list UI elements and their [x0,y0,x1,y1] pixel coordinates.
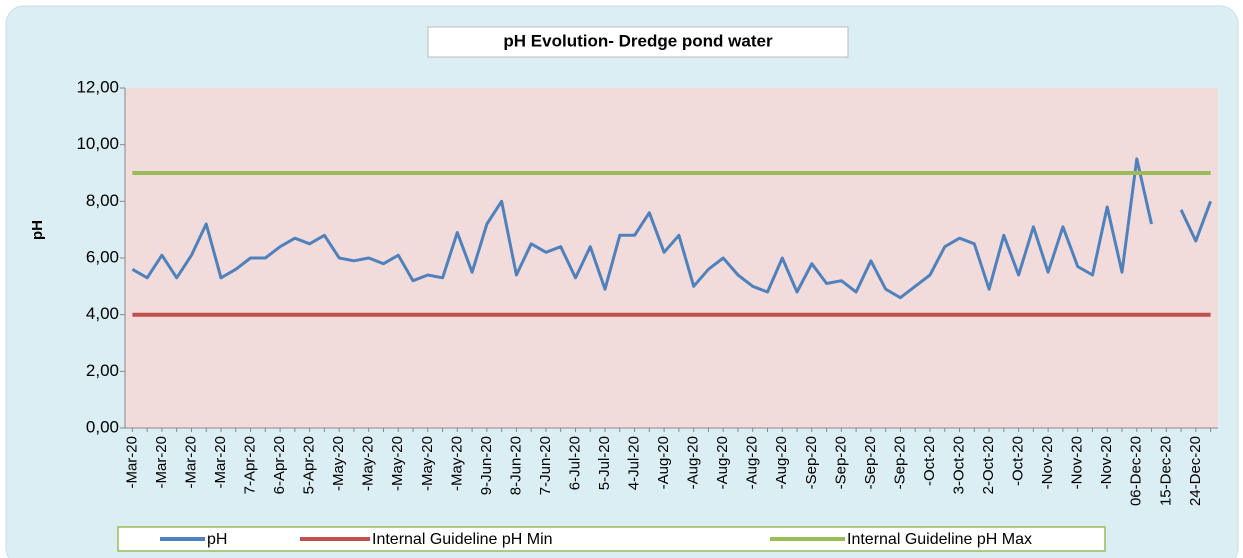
title-box [427,26,849,58]
x-tick-label: 4-Jul-20 [626,436,643,490]
x-tick-label: -Sep-20 [891,436,908,489]
x-tick-label: 3-Oct-20 [950,436,967,494]
y-tick-label: 10,00 [76,134,119,153]
series-line [131,157,1213,300]
x-tick-label: -May-20 [330,436,347,491]
y-tick-label: 8,00 [86,191,119,210]
x-tick-label: 6-Apr-20 [271,436,288,494]
x-tick-label: 24-Dec-20 [1187,436,1204,506]
y-axis-label: pH [29,220,46,240]
legend-label: Internal Guideline pH Min [372,531,553,548]
x-tick-label: 06-Dec-20 [1128,436,1145,506]
x-tick-label: 9-Jun-20 [478,436,495,495]
x-tick-label: -Aug-20 [655,436,672,489]
x-tick-label: 7-Apr-20 [242,436,259,494]
x-tick-label: 2-Oct-20 [980,436,997,494]
x-tick-label: 5-Apr-20 [301,436,318,494]
y-tick-label: 12,00 [76,77,119,96]
x-tick-label: -Aug-20 [773,436,790,489]
x-tick-label: -Oct-20 [1010,436,1027,486]
legend-label: Internal Guideline pH Max [847,531,1032,548]
x-tick-label: 8-Jun-20 [507,436,524,495]
x-tick-label: -May-20 [389,436,406,491]
x-tick-label: -May-20 [419,436,436,491]
x-tick-label: -May-20 [448,436,465,491]
x-tick-label: -Nov-20 [1069,436,1086,489]
legend-label: pH [207,531,227,548]
x-tick-label: -Mar-20 [123,436,140,489]
x-tick-label: -Oct-20 [921,436,938,486]
y-tick-label: 2,00 [86,361,119,380]
x-tick-label: -Sep-20 [832,436,849,489]
x-tick-label: 6-Jul-20 [566,436,583,490]
chart-title: pH Evolution- Dredge pond water [503,31,773,50]
x-tick-label: -Mar-20 [212,436,229,489]
marks [131,157,1213,317]
legend [117,526,1106,552]
x-tick-label: -Aug-20 [744,436,761,489]
x-tick-label: -May-20 [360,436,377,491]
x-tick-label: -Mar-20 [153,436,170,489]
x-tick-label: -Sep-20 [803,436,820,489]
x-tick-label: 15-Dec-20 [1157,436,1174,506]
x-tick-label: -Sep-20 [862,436,879,489]
x-tick-label: -Mar-20 [182,436,199,489]
x-tick-label: 5-Jul-20 [596,436,613,490]
y-tick-label: 0,00 [86,417,119,436]
plot-area [125,88,1218,428]
x-tick-label: -Aug-20 [685,436,702,489]
x-tick-label: 7-Jun-20 [537,436,554,495]
y-tick-label: 4,00 [86,304,119,323]
x-tick-label: -Aug-20 [714,436,731,489]
y-tick-label: 6,00 [86,247,119,266]
x-tick-label: -Nov-20 [1039,436,1056,489]
x-tick-label: -Nov-20 [1098,436,1115,489]
